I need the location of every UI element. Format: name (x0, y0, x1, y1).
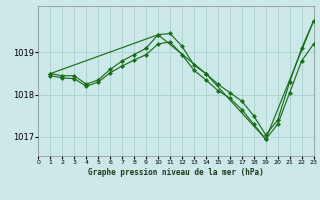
X-axis label: Graphe pression niveau de la mer (hPa): Graphe pression niveau de la mer (hPa) (88, 168, 264, 177)
